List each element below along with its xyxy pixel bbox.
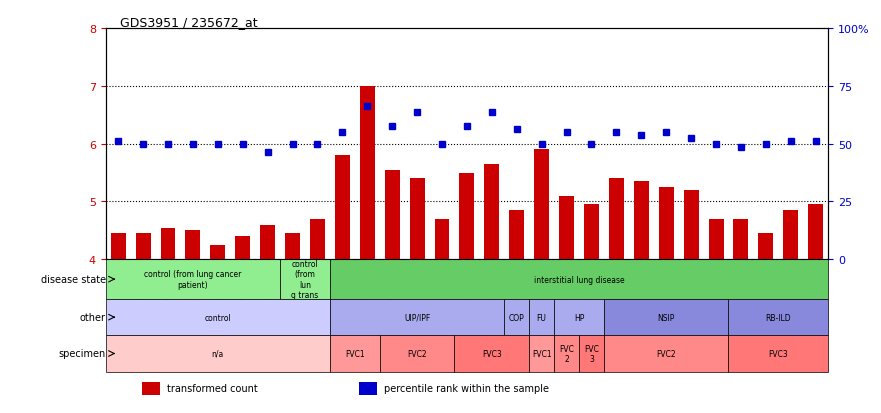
Bar [808, 205, 823, 260]
Bar [185, 231, 200, 260]
FancyBboxPatch shape [504, 299, 529, 335]
Text: FVC1: FVC1 [532, 349, 552, 358]
Text: other: other [79, 312, 106, 323]
Bar [211, 245, 226, 260]
FancyBboxPatch shape [529, 335, 554, 372]
Bar [534, 150, 549, 260]
Bar [659, 188, 674, 260]
FancyBboxPatch shape [455, 335, 529, 372]
FancyBboxPatch shape [529, 299, 554, 335]
Bar [335, 156, 350, 260]
Text: FU: FU [537, 313, 546, 322]
Bar [142, 382, 160, 395]
FancyBboxPatch shape [329, 260, 828, 299]
FancyBboxPatch shape [280, 260, 329, 299]
Bar [385, 170, 400, 260]
Text: disease state: disease state [41, 275, 106, 285]
FancyBboxPatch shape [729, 299, 828, 335]
Text: control: control [204, 313, 231, 322]
Text: HP: HP [574, 313, 584, 322]
Text: NSIP: NSIP [657, 313, 675, 322]
FancyBboxPatch shape [554, 335, 579, 372]
FancyBboxPatch shape [554, 299, 604, 335]
Bar [559, 196, 574, 260]
Bar [633, 182, 648, 260]
FancyBboxPatch shape [604, 335, 729, 372]
Text: FVC2: FVC2 [407, 349, 427, 358]
Text: COP: COP [509, 313, 524, 322]
Text: FVC
3: FVC 3 [584, 344, 599, 363]
Bar [160, 228, 175, 260]
Bar [285, 234, 300, 260]
Text: RB-ILD: RB-ILD [766, 313, 791, 322]
Text: interstitial lung disease: interstitial lung disease [534, 275, 625, 284]
FancyBboxPatch shape [106, 260, 280, 299]
Bar [111, 234, 126, 260]
FancyBboxPatch shape [380, 335, 455, 372]
Bar [359, 87, 374, 260]
FancyBboxPatch shape [106, 335, 329, 372]
Bar [509, 211, 524, 260]
Text: control
(from
lun
g trans: control (from lun g trans [292, 259, 319, 299]
FancyBboxPatch shape [329, 335, 380, 372]
Text: GDS3951 / 235672_at: GDS3951 / 235672_at [120, 16, 258, 29]
Text: FVC2: FVC2 [656, 349, 676, 358]
Bar [460, 173, 474, 260]
Bar [359, 382, 377, 395]
FancyBboxPatch shape [579, 335, 604, 372]
Text: transformed count: transformed count [167, 383, 258, 393]
Text: FVC3: FVC3 [482, 349, 501, 358]
FancyBboxPatch shape [106, 299, 329, 335]
Bar [485, 164, 500, 260]
Text: UIP/IPF: UIP/IPF [404, 313, 430, 322]
Text: FVC1: FVC1 [345, 349, 365, 358]
Bar [684, 190, 699, 260]
Bar [759, 234, 774, 260]
Bar [434, 219, 449, 260]
FancyBboxPatch shape [329, 299, 504, 335]
Text: n/a: n/a [211, 349, 224, 358]
Text: FVC
2: FVC 2 [559, 344, 574, 363]
Bar [410, 179, 425, 260]
Bar [136, 234, 151, 260]
Bar [708, 219, 723, 260]
Text: specimen: specimen [58, 349, 106, 358]
FancyBboxPatch shape [604, 299, 729, 335]
Bar [260, 225, 275, 260]
Text: percentile rank within the sample: percentile rank within the sample [384, 383, 549, 393]
Bar [609, 179, 624, 260]
Text: FVC3: FVC3 [768, 349, 788, 358]
Text: control (from lung cancer
patient): control (from lung cancer patient) [144, 270, 241, 289]
Bar [310, 219, 325, 260]
Bar [235, 237, 250, 260]
Bar [734, 219, 749, 260]
Bar [783, 211, 798, 260]
Bar [584, 205, 599, 260]
FancyBboxPatch shape [729, 335, 828, 372]
